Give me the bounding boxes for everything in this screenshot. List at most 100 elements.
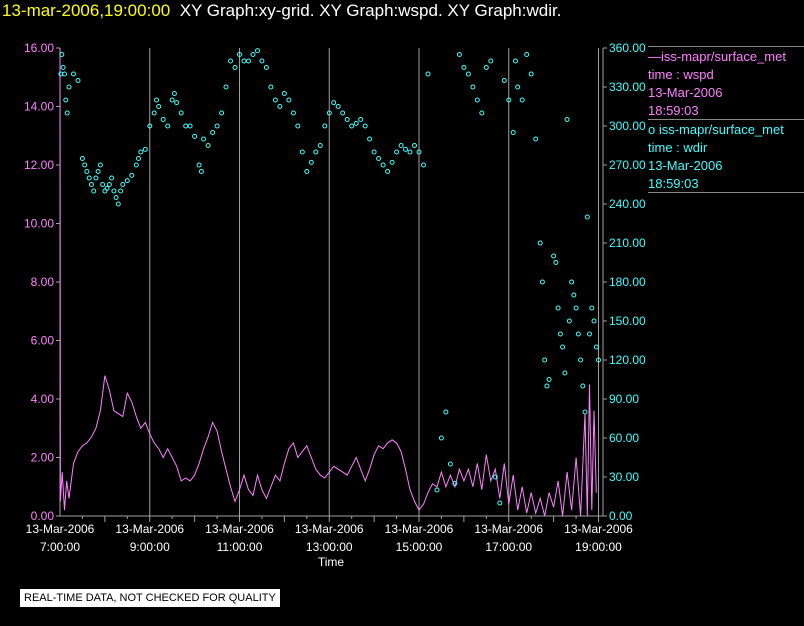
wdir-point (416, 149, 422, 155)
x-tick-date: 13-Mar-2006 (205, 522, 274, 536)
wdir-point (555, 305, 561, 311)
wdir-point (118, 188, 124, 194)
wdir-point (308, 159, 314, 165)
right-tick-label: 270.00 (609, 158, 646, 172)
wdir-point (106, 182, 112, 187)
wdir-point (183, 123, 189, 129)
wdir-point (589, 305, 595, 311)
wdir-point (277, 104, 283, 109)
right-tick-label: 150.00 (609, 314, 646, 328)
wdir-series-points (58, 48, 601, 506)
wdir-point (501, 78, 507, 83)
wdir-point (492, 474, 498, 480)
wdir-point (407, 149, 413, 155)
legend-divider-top (648, 46, 804, 47)
wdir-point (331, 100, 337, 106)
wdir-point (515, 84, 521, 90)
legend-wdir-date: 13-Mar-2006 (648, 158, 723, 173)
wdir-point (104, 185, 110, 191)
wdir-point (214, 123, 220, 129)
wdir-point (97, 162, 103, 168)
wdir-point (542, 357, 548, 363)
wspd-series-line (59, 47, 597, 517)
right-tick-label: 60.00 (609, 431, 639, 445)
vertical-gridlines (149, 48, 600, 516)
wdir-point (178, 110, 184, 116)
wdir-point (169, 97, 175, 103)
wdir-point (115, 201, 121, 207)
wdir-point (228, 58, 233, 64)
legend-wdir-source: o iss-mapr/surface_met (648, 122, 784, 137)
wdir-point (142, 146, 148, 152)
legend-wspd-variable: time : wspd (648, 67, 714, 82)
wdir-point (571, 292, 577, 298)
wdir-point (151, 110, 157, 116)
wdir-point (79, 156, 85, 161)
wdir-point (160, 117, 166, 122)
wdir-point (362, 123, 368, 129)
wdir-point (86, 175, 92, 181)
wdir-point (259, 58, 265, 64)
wdir-point (120, 182, 126, 187)
wdir-point (60, 65, 66, 70)
wdir-point (591, 318, 597, 324)
left-tick-label: 10.00 (24, 217, 54, 231)
wdir-point (566, 318, 572, 324)
wdir-point (156, 104, 162, 109)
right-tick-label: 300.00 (609, 119, 646, 133)
right-y-ticks: 0.00 30.00 60.00 90.00 120.00 150.00 180.00 210… (603, 41, 646, 523)
wdir-point (129, 172, 135, 178)
wdir-point (286, 97, 292, 103)
wdir-point (304, 169, 310, 174)
wdir-point (263, 65, 269, 70)
right-tick-label: 330.00 (609, 80, 646, 94)
right-tick-label: 360.00 (609, 41, 646, 55)
wdir-point (62, 71, 67, 77)
wdir-point (198, 169, 204, 174)
wdir-point (59, 52, 65, 57)
wdir-point (564, 117, 570, 122)
wdir-point (326, 110, 332, 116)
wdir-point (111, 188, 117, 194)
wdir-point (154, 97, 159, 103)
wdir-point (380, 162, 386, 168)
wdir-point (268, 84, 274, 90)
wdir-point (403, 146, 408, 152)
wdir-point (456, 52, 462, 57)
wdir-point (219, 110, 225, 116)
wdir-point (171, 91, 177, 96)
wdir-point (232, 65, 238, 70)
wdir-point (513, 58, 518, 64)
wdir-point (290, 110, 296, 116)
wdir-point (71, 71, 76, 77)
legend-wspd-source: —iss-mapr/surface_met (648, 49, 786, 64)
x-tick-date: 13-Mar-2006 (385, 522, 454, 536)
wdir-point (102, 188, 108, 194)
wdir-point (519, 97, 525, 103)
wdir-point (544, 383, 550, 389)
left-y-ticks: 0.00 2.00 4.00 6.00 8.00 10.00 12.00 14.00 16.00 (24, 41, 60, 523)
wdir-point (84, 169, 90, 174)
left-tick-label: 12.00 (24, 158, 54, 172)
x-tick-time: 15:00:00 (396, 540, 443, 554)
wdir-point (461, 65, 467, 70)
wdir-point (165, 123, 171, 129)
wdir-point (133, 162, 139, 168)
right-tick-label: 120.00 (609, 353, 646, 367)
wdir-point (452, 481, 458, 486)
wdir-point (187, 123, 193, 129)
wdir-point (205, 143, 211, 148)
wdir-point (376, 156, 382, 161)
wdir-point (109, 175, 115, 181)
legend-wdir-variable: time : wdir (648, 140, 708, 155)
right-tick-label: 180.00 (609, 275, 646, 289)
wdir-point (421, 162, 426, 168)
wdir-point (371, 149, 377, 155)
wdir-point (575, 331, 581, 337)
wdir-point (272, 97, 278, 103)
wdir-point (317, 143, 323, 148)
wdir-point (64, 110, 70, 116)
wdir-point (313, 149, 319, 155)
legend-wspd: —iss-mapr/surface_met time : wspd 13-Mar… (648, 48, 804, 120)
